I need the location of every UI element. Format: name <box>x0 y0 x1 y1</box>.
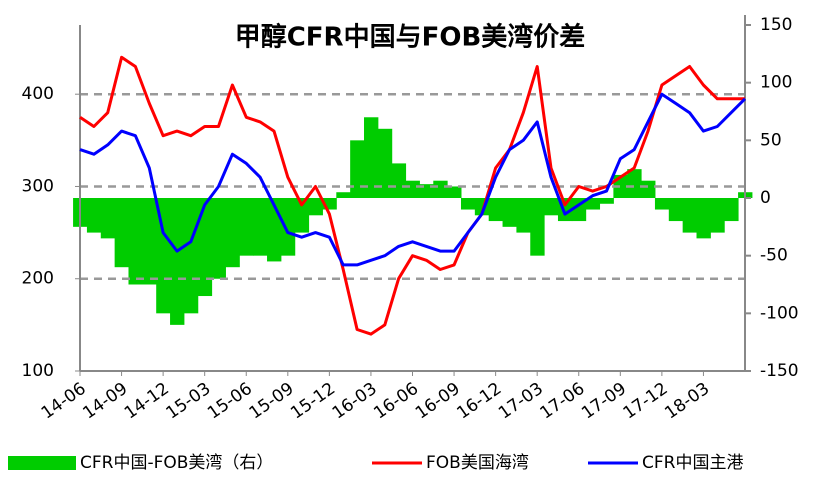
y-tick-label: 400 <box>22 84 54 104</box>
legend-swatch <box>8 456 76 470</box>
spread-bar <box>585 198 601 210</box>
spread-bar <box>516 198 531 233</box>
series-line <box>79 92 747 267</box>
spread-bar <box>156 198 171 314</box>
x-tick-label: 14-12 <box>121 379 173 424</box>
spread-bar <box>142 198 157 285</box>
spread-bar <box>280 198 296 256</box>
x-tick-label: 16-03 <box>329 379 381 424</box>
y-tick-label: 100 <box>22 361 54 381</box>
spread-bar <box>239 198 254 256</box>
spread-bar <box>682 198 698 233</box>
y2-tick-label: -150 <box>760 361 799 381</box>
spread-bar <box>641 180 656 198</box>
spread-bar <box>724 198 739 222</box>
x-tick-label: 17-03 <box>495 379 547 424</box>
x-tick-label: 16-06 <box>370 379 422 424</box>
spread-bar <box>544 198 559 216</box>
spread-bar <box>183 198 199 314</box>
y2-tick-label: 150 <box>760 15 792 35</box>
y2-tick-label: 100 <box>760 73 792 93</box>
spread-bar <box>100 198 116 239</box>
x-tick-label: 16-12 <box>453 379 505 424</box>
spread-bar <box>530 198 545 256</box>
spread-bar <box>114 198 129 268</box>
spread-bar <box>599 198 614 204</box>
spread-bar <box>322 198 337 210</box>
x-tick-label: 15-12 <box>287 379 339 424</box>
y2-tick-label: -50 <box>760 246 788 266</box>
legend-label: FOB美国海湾 <box>426 453 529 473</box>
spread-bar <box>364 117 379 198</box>
spread-bar <box>668 198 684 222</box>
x-tick-label: 17-09 <box>578 379 630 424</box>
y2-tick-label: 0 <box>760 188 771 208</box>
spread-bar <box>696 198 711 239</box>
spread-bar <box>488 198 504 222</box>
x-tick-label: 14-09 <box>79 379 131 424</box>
y-tick-label: 200 <box>22 269 54 289</box>
spread-bar <box>654 198 670 210</box>
spread-bar <box>308 198 323 216</box>
x-tick-label: 15-09 <box>246 379 298 424</box>
x-tick-label: 15-06 <box>204 379 256 424</box>
legend-label: CFR中国-FOB美湾（右） <box>80 453 273 473</box>
spread-bar <box>391 163 407 198</box>
spread-bar <box>710 198 725 233</box>
spread-bar <box>627 169 642 198</box>
spread-bar <box>197 198 213 297</box>
legend-label: CFR中国主港 <box>642 453 743 473</box>
chart-title: 甲醇CFR中国与FOB美湾价差 <box>235 22 586 53</box>
spread-bar <box>336 192 351 198</box>
spread-bar <box>447 186 462 198</box>
spread-bar <box>128 198 143 285</box>
spread-bar <box>211 198 226 279</box>
spread-bar <box>253 198 268 256</box>
spread-bar <box>377 128 393 198</box>
y2-tick-label: 50 <box>760 130 782 150</box>
x-tick-label: 14-06 <box>38 379 90 424</box>
y-tick-label: 300 <box>22 176 54 196</box>
spread-bar <box>350 140 365 198</box>
spread-bar <box>170 198 185 325</box>
spread-bar <box>460 198 476 210</box>
spread-bar <box>502 198 517 227</box>
y2-tick-label: -100 <box>760 303 799 323</box>
x-tick-label: 17-06 <box>537 379 589 424</box>
spread-bar <box>405 180 420 198</box>
series-line <box>79 55 745 336</box>
spread-bar <box>433 180 448 198</box>
spread-bar <box>294 198 310 233</box>
x-tick-label: 16-09 <box>412 379 464 424</box>
spread-bar <box>225 198 240 268</box>
x-tick-label: 17-12 <box>620 379 672 424</box>
x-tick-label: 18-03 <box>661 379 713 424</box>
spread-bar <box>86 198 102 233</box>
x-tick-label: 15-03 <box>162 379 214 424</box>
